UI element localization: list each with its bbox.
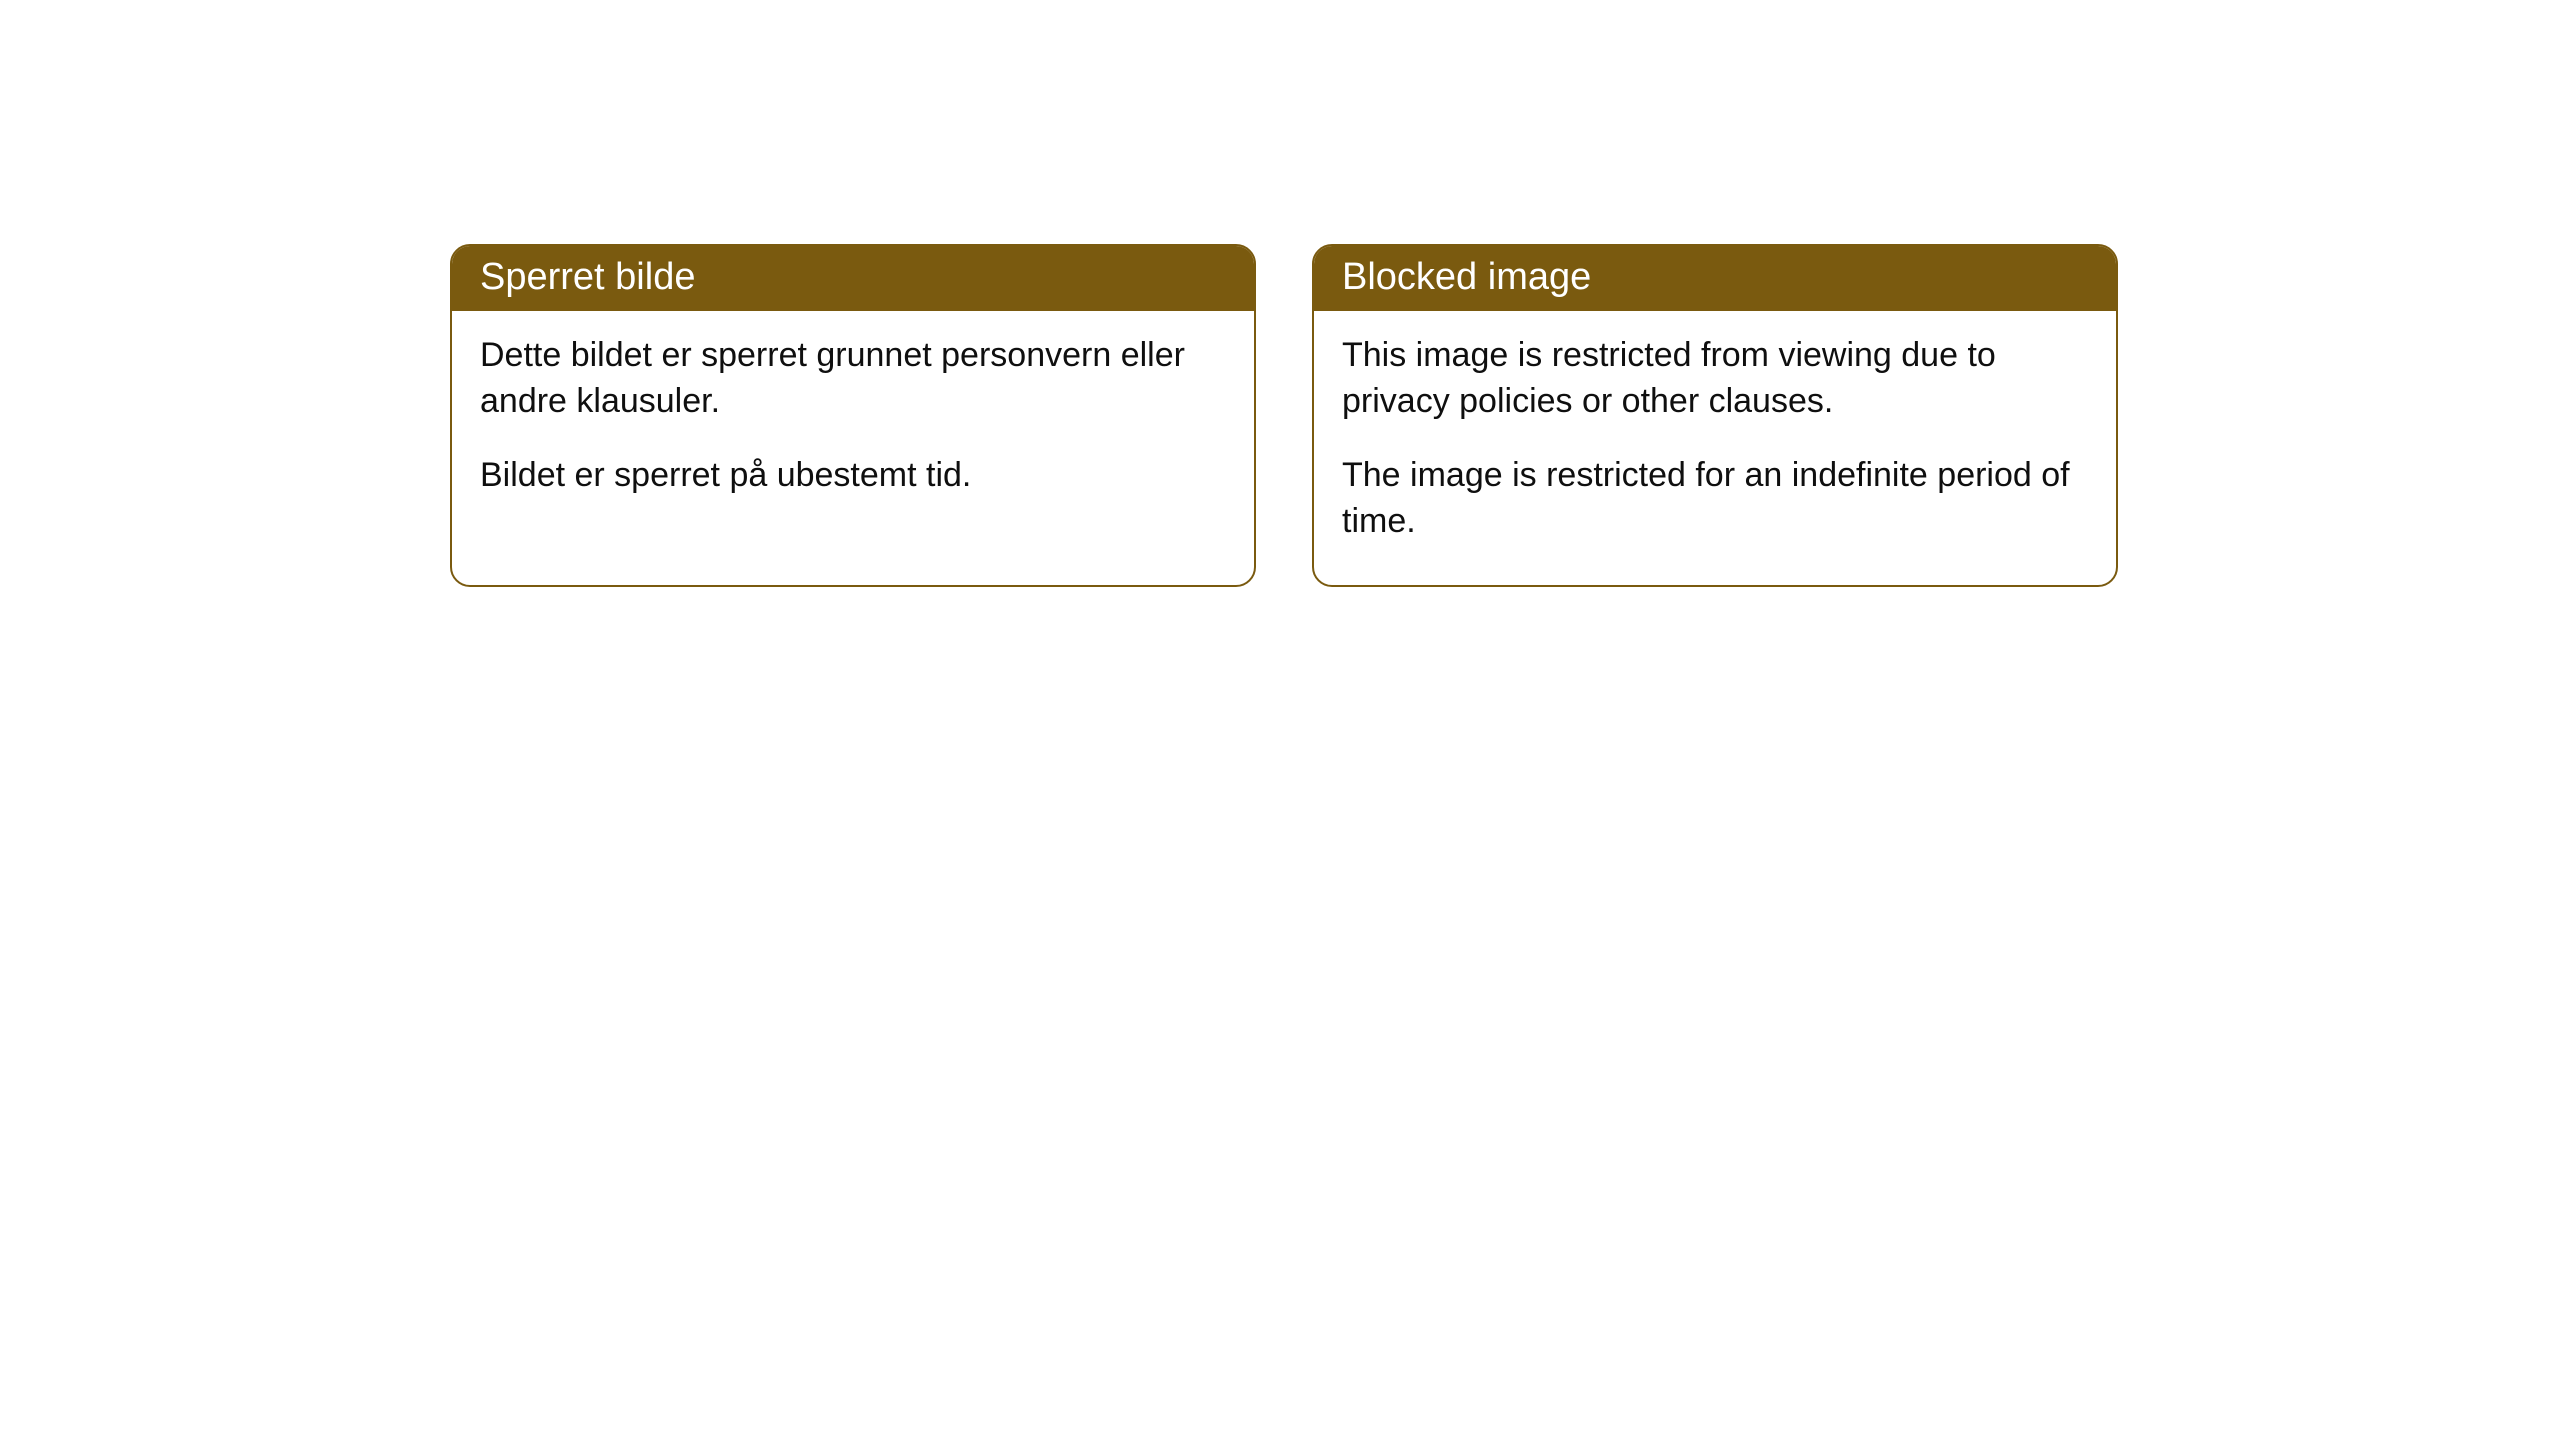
card-header: Sperret bilde (452, 246, 1254, 311)
notice-container: Sperret bilde Dette bildet er sperret gr… (0, 0, 2560, 587)
card-body: This image is restricted from viewing du… (1314, 311, 2116, 585)
card-header: Blocked image (1314, 246, 2116, 311)
notice-card-norwegian: Sperret bilde Dette bildet er sperret gr… (450, 244, 1256, 587)
notice-paragraph: The image is restricted for an indefinit… (1342, 453, 2088, 545)
notice-paragraph: Dette bildet er sperret grunnet personve… (480, 333, 1226, 425)
notice-card-english: Blocked image This image is restricted f… (1312, 244, 2118, 587)
card-body: Dette bildet er sperret grunnet personve… (452, 311, 1254, 539)
notice-paragraph: Bildet er sperret på ubestemt tid. (480, 453, 1226, 499)
notice-paragraph: This image is restricted from viewing du… (1342, 333, 2088, 425)
